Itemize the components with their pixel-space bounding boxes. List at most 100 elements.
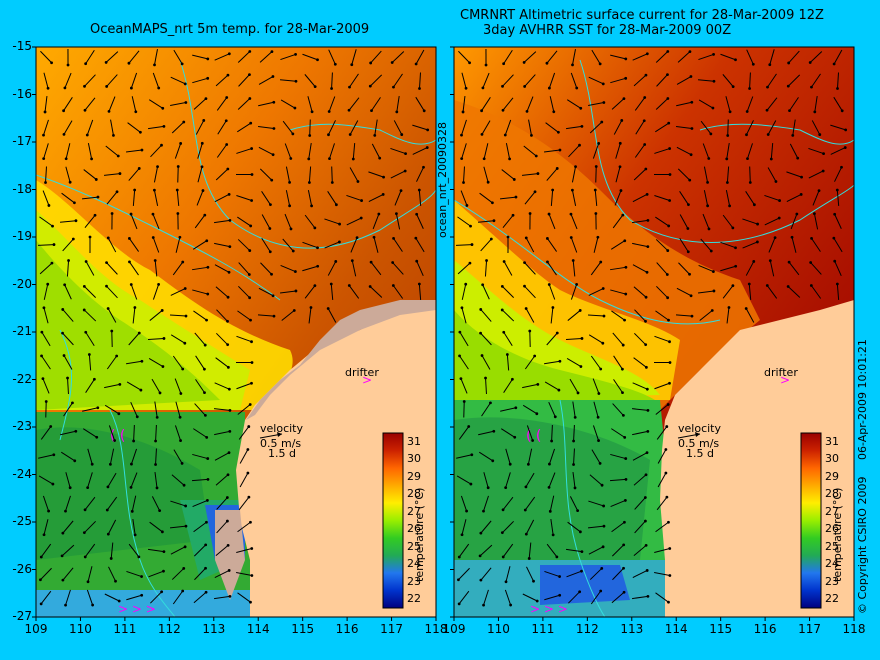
current-arrow [43,143,49,159]
current-arrow [790,213,798,230]
current-arrow [499,196,517,200]
left-map: ( ( > > > [36,47,436,617]
current-arrow [633,74,647,87]
current-arrow-head [226,319,229,323]
current-arrow [484,260,488,277]
current-arrow [170,76,186,85]
velocity-label-right: velocity [678,422,721,435]
current-arrow-head [668,547,672,550]
current-arrow-head [769,157,773,161]
current-arrow [592,378,600,394]
current-arrow-head [225,496,229,499]
current-arrow [327,261,337,276]
current-arrow [461,519,467,535]
current-arrow-head [525,110,529,113]
current-arrow [503,379,513,393]
current-arrow-head [94,178,98,181]
current-arrow [390,147,406,155]
current-arrow-head [646,245,650,248]
current-arrow [808,147,824,155]
current-arrow-head [137,331,141,335]
current-arrow [572,472,576,488]
current-arrow [153,190,159,206]
current-arrow-head [52,453,56,457]
current-arrow [458,567,470,581]
current-arrow [548,401,556,418]
current-arrow-head [623,499,627,502]
current-arrow-head [334,260,338,263]
current-arrow [86,589,94,606]
current-arrow-head [501,108,505,112]
current-arrow [105,145,119,157]
current-arrow [677,51,691,63]
current-arrow-head [368,84,372,88]
current-arrow-head [833,212,837,216]
current-arrow-head [508,157,511,161]
current-arrow [501,285,515,299]
current-arrow [591,49,601,65]
current-arrow [215,74,229,87]
current-arrow [655,239,669,251]
current-arrow [611,98,625,110]
current-arrow-head [510,377,514,381]
current-arrow [588,546,604,555]
current-arrow-head [706,180,709,184]
current-arrow-head [745,133,748,137]
current-arrow-head [51,482,55,486]
current-arrow [460,190,468,206]
current-arrow-head [522,61,526,64]
current-arrow-head [575,283,579,286]
current-arrow-head [226,473,230,477]
current-arrow [572,401,576,418]
current-arrow [588,102,604,106]
current-arrow-head [272,100,276,104]
current-arrow-head [61,331,64,335]
current-arrow-head [226,365,230,369]
current-arrow [393,238,403,252]
current-arrow [171,568,185,580]
current-arrow-head [395,110,399,114]
current-arrow-head [512,178,516,181]
current-arrow-head [46,282,50,286]
current-arrow [148,548,164,553]
current-arrow-head [465,509,468,513]
current-arrow-head [667,224,671,228]
current-arrow [656,285,668,299]
current-arrow-head [688,178,692,182]
current-arrow-head [153,188,156,192]
current-arrow [589,121,603,134]
current-arrow [65,472,71,488]
current-arrow [654,148,670,154]
current-arrow-head [414,62,418,66]
current-arrow [702,213,710,230]
current-arrow [833,96,843,112]
current-arrow-head [360,199,363,202]
current-arrow-head [269,203,272,207]
current-arrow [834,260,842,277]
current-arrow-head [47,509,50,513]
current-arrow [727,119,729,136]
current-arrow-head [158,509,162,513]
current-arrow [657,472,667,488]
current-arrow [676,76,692,85]
current-arrow [285,166,291,183]
current-arrow-head [813,110,817,114]
current-arrow-head [597,392,601,395]
current-arrow [742,218,758,225]
current-arrow-head [347,108,351,112]
current-arrow [635,120,645,135]
current-arrow-head [351,157,355,161]
current-arrow-head [130,509,134,513]
colorbar-tick-label: 31 [407,434,421,448]
current-arrow-head [246,471,250,475]
current-arrow-head [373,134,377,137]
current-arrow-head [558,575,561,578]
current-arrow-head [226,167,230,171]
current-arrow [128,238,140,252]
current-arrow-head [225,96,229,99]
current-arrow-head [734,246,737,250]
current-arrow-head [620,119,624,122]
current-arrow-head [348,133,352,136]
current-arrow-head [643,496,647,499]
current-arrow [150,591,162,604]
